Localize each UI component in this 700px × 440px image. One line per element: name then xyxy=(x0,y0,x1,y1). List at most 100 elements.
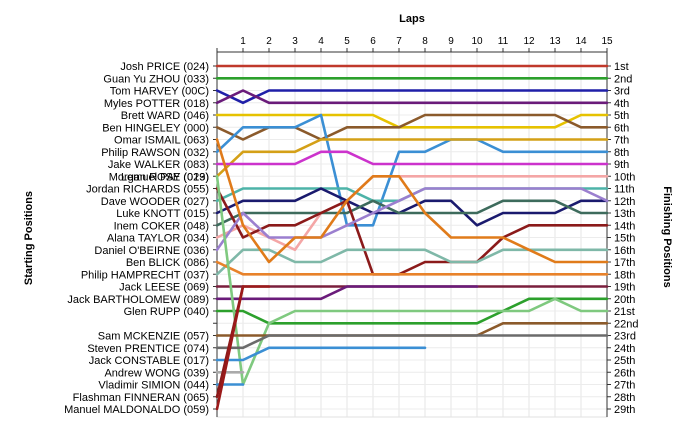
series-line-4 xyxy=(215,89,609,105)
series-lines xyxy=(215,64,609,411)
y-axis-right-title: Finishing Positions xyxy=(661,186,673,287)
series-line-18 xyxy=(215,260,609,276)
driver-label: Jack CONSTABLE (017) xyxy=(89,355,209,367)
series-line-21 xyxy=(215,297,609,325)
driver-label: Tom HARVEY (00C) xyxy=(110,86,209,98)
lap-tick-label: 7 xyxy=(396,36,402,47)
lap-tick-label: 12 xyxy=(523,36,535,47)
series-line-10 xyxy=(215,175,609,252)
finishing-position-label: 13th xyxy=(614,208,635,220)
finishing-position-label: 3rd xyxy=(614,86,630,98)
finishing-position-label: 19th xyxy=(614,282,635,294)
finishing-position-label: 14th xyxy=(614,220,635,232)
finishing-position-label: 20th xyxy=(614,294,635,306)
driver-label: Dave WOODER (027) xyxy=(101,196,209,208)
lap-tick-label: 6 xyxy=(370,36,376,47)
series-line-24 xyxy=(215,334,609,350)
driver-label: Luke KNOTT (015) xyxy=(116,208,209,220)
driver-label: Andrew WONG (039) xyxy=(104,367,209,379)
series-line-29 xyxy=(215,285,271,411)
series-line-20 xyxy=(215,285,479,301)
finishing-position-label: 29th xyxy=(614,404,635,416)
driver-label: Guan Yu ZHOU (033) xyxy=(103,73,209,85)
series-line-12 xyxy=(215,187,609,227)
driver-label: Philip RAWSON (032) xyxy=(101,147,209,159)
finishing-position-label: 21st xyxy=(614,306,635,318)
driver-label: Jake WALKER (083) xyxy=(108,159,209,171)
driver-label: Daniel O'BEIRNE (036) xyxy=(94,245,209,257)
finishing-position-label: 1st xyxy=(614,61,629,73)
driver-label: Jack LEESE (069) xyxy=(119,282,209,294)
finishing-position-label: 6th xyxy=(614,122,629,134)
series-line-16 xyxy=(215,248,609,276)
driver-label: Ben HINGELEY (000) xyxy=(102,122,209,134)
finishing-position-label: 23rd xyxy=(614,331,636,343)
series-line-3 xyxy=(215,89,609,105)
series-line-9 xyxy=(215,150,609,166)
series-line-8 xyxy=(215,138,609,178)
driver-label: Jordan RICHARDS (055) xyxy=(86,184,209,196)
lap-tick-label: 14 xyxy=(575,36,587,47)
series-line-14 xyxy=(215,187,609,276)
starting-position-labels: Josh PRICE (024)Guan Yu ZHOU (033)Tom HA… xyxy=(64,61,209,416)
series-line-25 xyxy=(215,346,427,362)
driver-label: Myles POTTER (018) xyxy=(104,98,209,110)
driver-label: Ben BLICK (086) xyxy=(126,257,209,269)
driver-label: Omar ISMAIL (063) xyxy=(114,135,209,147)
driver-label: Lemuel PAY (023) xyxy=(121,171,209,183)
finishing-position-label: 25th xyxy=(614,355,635,367)
lap-tick-label: 10 xyxy=(471,36,483,47)
series-line-22 xyxy=(215,175,609,386)
driver-label: Flashman FINNERAN (065) xyxy=(73,392,209,404)
driver-label: Jack BARTHOLOMEW (089) xyxy=(67,294,209,306)
finishing-position-label: 18th xyxy=(614,269,635,281)
lap-tick-label: 11 xyxy=(498,36,509,47)
finishing-position-label: 10th xyxy=(614,171,635,183)
driver-label: Morgan ROSE (019) xyxy=(109,171,209,183)
finishing-position-label: 24th xyxy=(614,343,635,355)
driver-label: Glen RUPP (040) xyxy=(124,306,209,318)
lap-tick-label: 2 xyxy=(266,36,272,47)
finishing-position-label: 17th xyxy=(614,257,635,269)
series-line-5 xyxy=(215,113,609,129)
finishing-position-label: 7th xyxy=(614,135,629,147)
finishing-position-label: 4th xyxy=(614,98,629,110)
finishing-position-label: 26th xyxy=(614,367,635,379)
plot-area xyxy=(216,51,608,418)
lap-labels: 1 2 3 4 5 6 7 8 9 10 11 12 13 14 15 xyxy=(240,36,613,47)
driver-label: Inem COKER (048) xyxy=(114,220,209,232)
series-line-13 xyxy=(215,199,609,227)
driver-label: Vladimir SIMION (044) xyxy=(98,380,209,392)
driver-label: Manuel MALDONALDO (059) xyxy=(64,404,209,416)
lap-tick-label: 4 xyxy=(318,36,324,47)
finishing-position-label: 8th xyxy=(614,147,629,159)
driver-label: Sam MCKENZIE (057) xyxy=(98,331,209,343)
lap-tick-label: 9 xyxy=(448,36,454,47)
driver-label: Steven PRENTICE (074) xyxy=(87,343,209,355)
series-line-7 xyxy=(215,113,609,227)
finishing-position-label: 2nd xyxy=(614,73,632,85)
lap-tick-label: 1 xyxy=(240,36,246,47)
lap-tick-label: 13 xyxy=(549,36,561,47)
driver-label: Josh PRICE (024) xyxy=(120,61,209,73)
finishing-position-label: 27th xyxy=(614,380,635,392)
finishing-position-label: 9th xyxy=(614,159,629,171)
lap-tick-label: 3 xyxy=(292,36,298,47)
driver-label: Alana TAYLOR (034) xyxy=(107,233,209,245)
finishing-position-label: 16th xyxy=(614,245,635,257)
finishing-position-label: 11th xyxy=(614,184,635,196)
finishing-position-label: 28th xyxy=(614,392,635,404)
lap-tick-label: 5 xyxy=(344,36,350,47)
lap-tick-label: 8 xyxy=(422,36,428,47)
driver-label: Brett WARD (046) xyxy=(121,110,209,122)
finishing-position-label: 15th xyxy=(614,233,635,245)
finishing-position-labels: 1st2nd3rd4th5th6th7th8th9th10th11th12th1… xyxy=(614,61,638,416)
finishing-position-label: 22nd xyxy=(614,318,638,330)
driver-label: Philip HAMPRECHT (037) xyxy=(81,269,209,281)
y-axis-left-title: Starting Positions xyxy=(23,191,35,285)
finishing-position-label: 5th xyxy=(614,110,629,122)
series-line-17 xyxy=(215,138,609,264)
x-axis-title: Laps xyxy=(399,13,425,25)
